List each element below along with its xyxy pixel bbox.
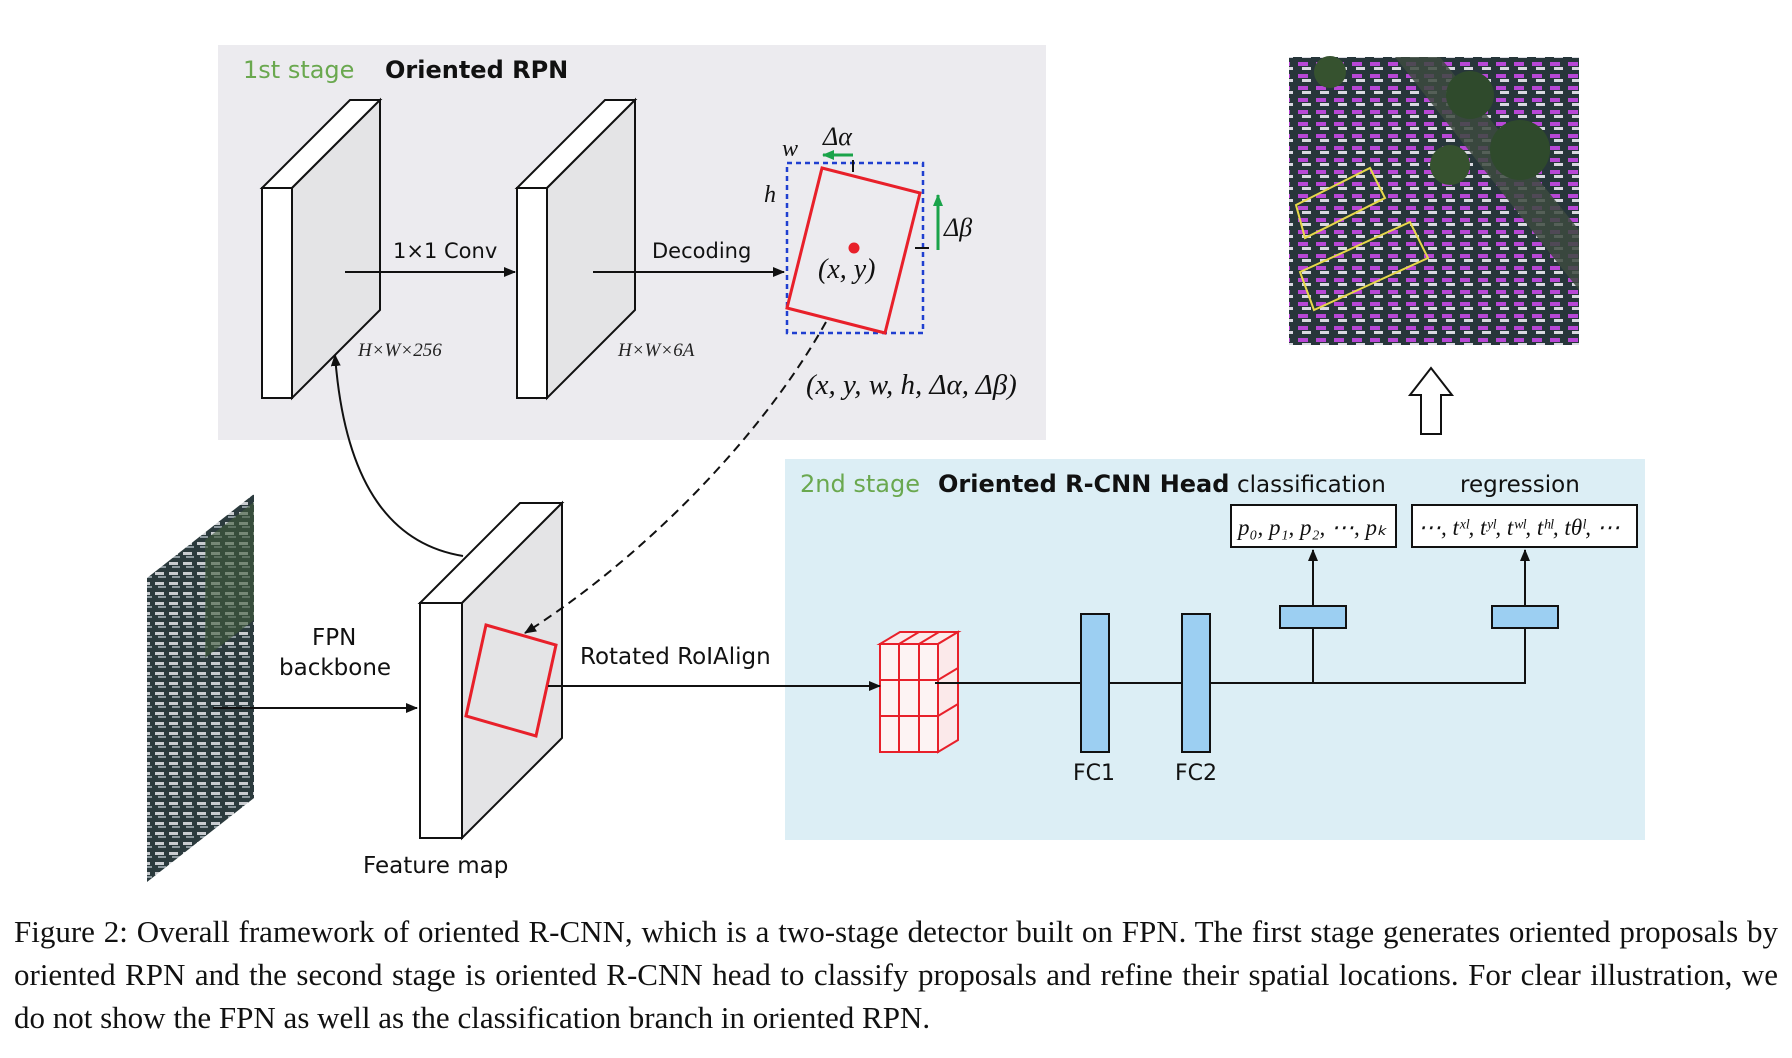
center-label: (x, y) (818, 254, 876, 285)
classification-label: classification (1237, 472, 1386, 498)
feature-to-rpn-arrow (330, 354, 464, 557)
regression-label: regression (1460, 472, 1580, 498)
stage1-title: Oriented RPN (385, 56, 568, 84)
roi-feature-grid (876, 630, 962, 754)
fc2-layer (1181, 613, 1211, 753)
reg-fc-layer (1491, 605, 1559, 629)
fc1-label: FC1 (1073, 761, 1115, 786)
fc1-layer (1080, 613, 1110, 753)
stage2-title: Oriented R-CNN Head (938, 470, 1229, 498)
feature-map-label: Feature map (363, 853, 508, 879)
stage2-tag: 2nd stage (800, 470, 920, 498)
input-aerial-image (147, 494, 254, 882)
feature-block-6a (514, 97, 638, 401)
output-up-arrow (1407, 366, 1455, 435)
classification-output-box (1230, 504, 1397, 548)
regression-output-box (1411, 504, 1638, 548)
feature-map-block (417, 500, 565, 841)
detection-result-image (1289, 56, 1579, 345)
roialign-label: Rotated RoIAlign (580, 644, 771, 670)
framework-diagram: 1st stage Oriented RPN 1×1 Conv Decoding… (147, 45, 1645, 882)
fc2-label: FC2 (1175, 761, 1217, 786)
figure-caption: Figure 2: Overall framework of oriented … (14, 914, 1778, 1035)
proposal-on-feature-map (464, 623, 558, 738)
proposal-projection-arrow (524, 321, 827, 634)
stage1-tag: 1st stage (243, 56, 354, 84)
dim-label-6a: H×W×6A (617, 340, 695, 361)
decoding-label: Decoding (652, 239, 751, 263)
center-point (848, 242, 860, 254)
w-label: w (782, 136, 798, 162)
fpn-label-line2: backbone (279, 655, 391, 681)
classification-output: p₀, p₁, p₂, ⋯, pₖ (1236, 515, 1387, 540)
feature-block-256 (259, 97, 383, 401)
delta-beta-label: Δβ (943, 213, 972, 242)
h-label: h (764, 182, 776, 208)
regression-output: ⋯, tˣˡ, tʸˡ, tʷˡ, tʰˡ, tθˡ, ⋯ (1418, 515, 1620, 540)
oriented-box (785, 166, 922, 335)
fpn-label-line1: FPN (312, 625, 356, 651)
dim-label-256: H×W×256 (357, 340, 442, 361)
proposal-params: (x, y, w, h, Δα, Δβ) (806, 369, 1017, 401)
delta-alpha-label: Δα (822, 122, 853, 151)
cls-fc-layer (1279, 605, 1347, 629)
conv-label: 1×1 Conv (393, 239, 497, 263)
